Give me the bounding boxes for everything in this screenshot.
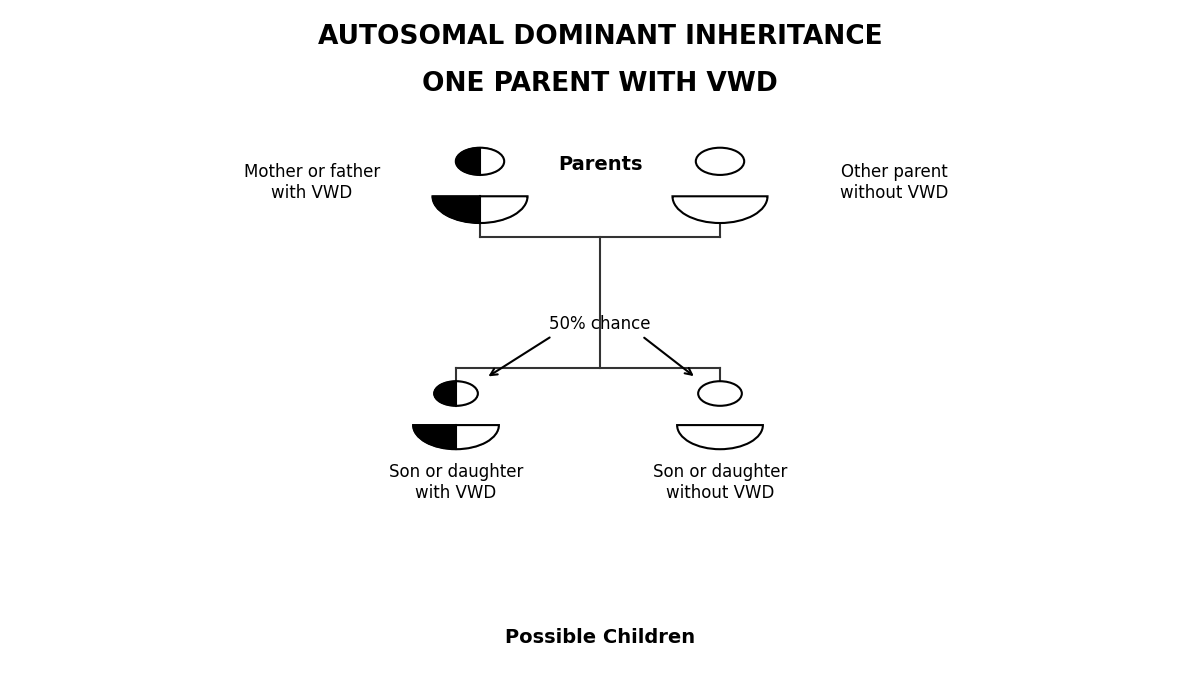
Text: 50% chance: 50% chance (550, 315, 650, 333)
Text: Mother or father
with VWD: Mother or father with VWD (244, 163, 380, 202)
Text: ONE PARENT WITH VWD: ONE PARENT WITH VWD (422, 71, 778, 97)
Wedge shape (480, 196, 528, 223)
Wedge shape (432, 196, 528, 223)
Wedge shape (480, 196, 528, 223)
Wedge shape (456, 425, 499, 450)
Text: Son or daughter
with VWD: Son or daughter with VWD (389, 463, 523, 502)
Circle shape (698, 381, 742, 406)
Wedge shape (456, 381, 478, 406)
Text: Possible Children: Possible Children (505, 628, 695, 647)
Wedge shape (677, 425, 763, 450)
Circle shape (434, 381, 478, 406)
Text: Other parent
without VWD: Other parent without VWD (840, 163, 948, 202)
Text: Parents: Parents (558, 155, 642, 174)
Text: Son or daughter
without VWD: Son or daughter without VWD (653, 463, 787, 502)
Circle shape (456, 148, 504, 175)
Wedge shape (672, 196, 768, 223)
Text: AUTOSOMAL DOMINANT INHERITANCE: AUTOSOMAL DOMINANT INHERITANCE (318, 24, 882, 50)
Wedge shape (456, 425, 499, 450)
Wedge shape (413, 425, 499, 450)
Wedge shape (480, 148, 504, 175)
Circle shape (696, 148, 744, 175)
